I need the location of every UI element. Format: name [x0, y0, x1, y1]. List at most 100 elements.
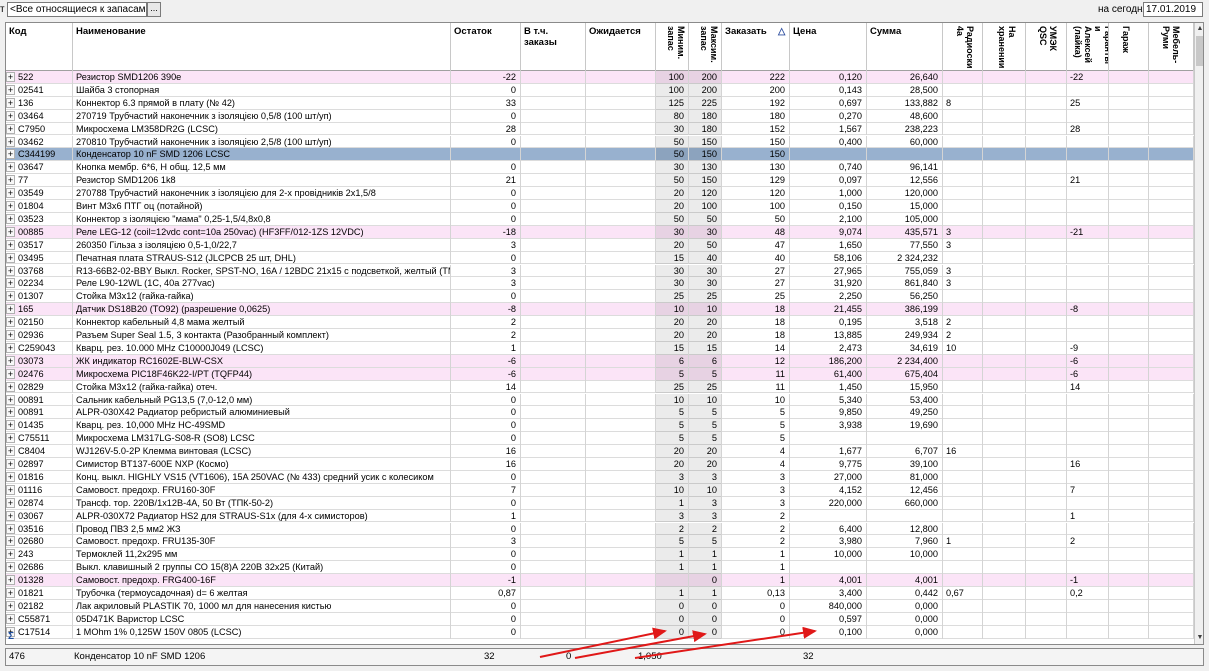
expand-icon[interactable]: +	[6, 252, 15, 263]
expand-icon[interactable]: +	[6, 175, 15, 186]
table-row[interactable]: +02829 Стойка М3х12 (гайка-гайка) отеч. 14…	[6, 380, 1194, 394]
table-row[interactable]: +02150 Коннектор кабельный 4,8 мама желты…	[6, 316, 1194, 329]
table-row[interactable]: +522 Резистор SMD1206 390e -22 100 200 222 0,1…	[6, 71, 1194, 84]
header-name[interactable]: Наименование	[73, 23, 451, 71]
header-max[interactable]: Максим. запас	[689, 23, 722, 71]
expand-icon[interactable]: +	[6, 459, 15, 469]
header-mebel[interactable]: Мебель-Руми	[1149, 23, 1194, 71]
expand-icon[interactable]: +	[6, 381, 15, 392]
expand-icon[interactable]: +	[6, 123, 15, 134]
scroll-thumb[interactable]	[1196, 36, 1203, 66]
table-row[interactable]: +02182 Лак акриловый PLASTIK 70, 1000 мл …	[6, 599, 1194, 613]
header-storage[interactable]: На хранении	[983, 23, 1026, 71]
expand-icon[interactable]: +	[6, 342, 15, 353]
expand-icon[interactable]: +	[6, 162, 15, 173]
expand-icon[interactable]: +	[6, 265, 15, 276]
filter-browse-button[interactable]: ...	[147, 2, 161, 17]
table-row[interactable]: +03067 ALPR-030X72 Радиатор HS2 для STRAU…	[6, 509, 1194, 523]
expand-icon[interactable]: +	[6, 368, 15, 379]
expand-icon[interactable]: +	[6, 510, 15, 521]
table-row[interactable]: + C7950 Микросхема LM358DR2G (LCSC) 28 30 180…	[6, 122, 1194, 136]
expand-icon[interactable]: +	[6, 420, 15, 431]
header-umek[interactable]: УМЭК QSC	[1026, 23, 1067, 71]
expand-icon[interactable]: +	[6, 84, 15, 95]
expand-icon[interactable]: +	[6, 613, 15, 624]
table-row[interactable]: + C259043 Кварц. рез. 10.000 MHz C10000J04…	[6, 341, 1194, 355]
sigma-icon[interactable]: Σ	[8, 631, 15, 642]
expand-icon[interactable]: +	[6, 201, 15, 211]
expand-icon[interactable]: +	[6, 110, 15, 121]
expand-icon[interactable]: +	[6, 549, 15, 560]
header-min[interactable]: Миним. запас	[656, 23, 689, 71]
expand-icon[interactable]: +	[6, 291, 15, 302]
table-row[interactable]: +02936 Разъем Super Seal 1.5, 3 контакта …	[6, 329, 1194, 342]
table-row[interactable]: +02234 Реле L90-12WL (1C, 40а 277vac) 3 30 3…	[6, 277, 1194, 291]
scroll-down-icon[interactable]: ▼	[1196, 634, 1204, 641]
vertical-scrollbar[interactable]: ▲ ▼	[1194, 23, 1204, 644]
table-row[interactable]: + C8404 WJ126V-5.0-2P Клемма винтовая (LCS…	[6, 445, 1194, 458]
table-row[interactable]: +00885 Реле LEG-12 (coil=12vdc cont=10a 2…	[6, 225, 1194, 239]
expand-icon[interactable]: +	[6, 562, 15, 573]
expand-icon[interactable]: +	[6, 304, 15, 315]
header-price[interactable]: Цена	[790, 23, 867, 71]
expand-icon[interactable]: +	[6, 575, 15, 586]
filter-select[interactable]: <Все относящиеся к запасам>	[7, 2, 147, 17]
expand-icon[interactable]: +	[6, 239, 15, 250]
date-input[interactable]: 17.01.2019	[1143, 2, 1203, 17]
table-row[interactable]: +00891 Сальник кабельный PG13,5 (7,0-12,0…	[6, 393, 1194, 407]
header-sum[interactable]: Сумма	[867, 23, 943, 71]
expand-icon[interactable]: +	[6, 523, 15, 534]
header-radioski[interactable]: Радиоски 4а	[943, 23, 983, 71]
table-row[interactable]: +03462 270810 Трубчастий наконечник з ізо…	[6, 135, 1194, 149]
expand-icon[interactable]: +	[6, 213, 15, 224]
header-order[interactable]: Заказать △	[722, 23, 790, 71]
table-row[interactable]: +03768 R13-66B2-02-BBY Выкл. Rocker, SPST…	[6, 264, 1194, 278]
table-row[interactable]: +01435 Кварц. рез. 10,000 MHz HC-49SMD 0 5 5…	[6, 419, 1194, 433]
expand-icon[interactable]: +	[6, 149, 15, 160]
expand-icon[interactable]: +	[6, 471, 15, 482]
expand-icon[interactable]: +	[6, 188, 15, 199]
header-garage[interactable]: Гараж	[1109, 23, 1149, 71]
table-row[interactable]: +01804 Винт М3х6 ПТГ оц (потайной) 0 20 100 1…	[6, 200, 1194, 213]
table-row[interactable]: +03523 Коннектор з ізоляцією "мама" 0,25-…	[6, 212, 1194, 226]
table-row[interactable]: +243 Термоклей 11,2х295 мм 0 1 1 1 10,000 10,00…	[6, 548, 1194, 562]
table-row[interactable]: +00891 ALPR-030X42 Радиатор ребристый алю…	[6, 406, 1194, 420]
table-row[interactable]: +02541 Шайба 3 стопорная 0 100 200 200 0,143 28…	[6, 83, 1194, 97]
table-row[interactable]: +77 Резистор SMD1206 1k8 21 50 150 129 0,097 12…	[6, 174, 1194, 188]
scroll-up-icon[interactable]: ▲	[1196, 25, 1204, 32]
expand-icon[interactable]: +	[6, 394, 15, 405]
expand-icon[interactable]: +	[6, 330, 15, 340]
table-row[interactable]: +03549 270788 Трубчастий наконечник з ізо…	[6, 187, 1194, 200]
expand-icon[interactable]: +	[6, 278, 15, 289]
table-row[interactable]: +136 Коннектор 6.3 прямой в плату (№ 42) 3…	[6, 96, 1194, 110]
table-row[interactable]: +03495 Печатная плата STRAUS-S12 (JLCPCB …	[6, 251, 1194, 265]
header-stock[interactable]: Остаток	[451, 23, 521, 71]
expand-icon[interactable]: +	[6, 588, 15, 598]
expand-icon[interactable]: +	[6, 355, 15, 366]
table-row[interactable]: +02897 Симистор BT137-600E NXP (Космо) 16 2…	[6, 458, 1194, 471]
expand-icon[interactable]: +	[6, 433, 15, 444]
table-row[interactable]: +03464 270719 Трубчастий наконечник з ізо…	[6, 109, 1194, 123]
table-row[interactable]: +01328 Самовост. предохр. FRG400-16F -1 0 1 4…	[6, 574, 1194, 587]
expand-icon[interactable]: +	[6, 536, 15, 547]
expand-icon[interactable]: +	[6, 600, 15, 611]
expand-icon[interactable]: +	[6, 136, 15, 147]
table-row[interactable]: + C17514 1 MOhm 1% 0,125W 150V 0805 (LCSC)…	[6, 625, 1194, 639]
expand-icon[interactable]: +	[6, 446, 15, 457]
table-row[interactable]: +03647 Кнопка мембр. 6*6, Н общ. 12,5 мм 0…	[6, 161, 1194, 175]
table-row[interactable]: +02686 Выкл. клавишный 2 группы СО 15(8)А…	[6, 561, 1194, 575]
expand-icon[interactable]: +	[6, 497, 15, 508]
table-row[interactable]: +03073 ЖК индикатор RC1602E-BLW-CSX -6 6 6 12…	[6, 354, 1194, 368]
expand-icon[interactable]: +	[6, 407, 15, 418]
header-in-orders[interactable]: В т.ч. заказы	[521, 23, 586, 71]
table-row[interactable]: +02874 Трансф. тор. 220В/1х12В-4А, 50 Вт …	[6, 496, 1194, 510]
table-row[interactable]: +03516 Провод ПВЗ 2,5 мм2 ЖЗ 0 2 2 2 6,400 12,8…	[6, 522, 1194, 536]
table-row[interactable]: +03517 260350 Гільза з ізоляцією 0,5-1,0/…	[6, 238, 1194, 252]
header-expected[interactable]: Ожидается	[586, 23, 656, 71]
table-row[interactable]: +02680 Самовост. предохр. FRU135-30F 3 5 5 2 3…	[6, 535, 1194, 549]
header-garanty[interactable]: Гаранты и Алексей (лайка)	[1067, 23, 1109, 71]
expand-icon[interactable]: +	[6, 97, 15, 108]
header-code[interactable]: Код	[6, 23, 73, 71]
expand-icon[interactable]: +	[6, 317, 15, 328]
table-row[interactable]: +02476 Микросхема PIC18F46K22-I/PT (TQFP4…	[6, 367, 1194, 381]
